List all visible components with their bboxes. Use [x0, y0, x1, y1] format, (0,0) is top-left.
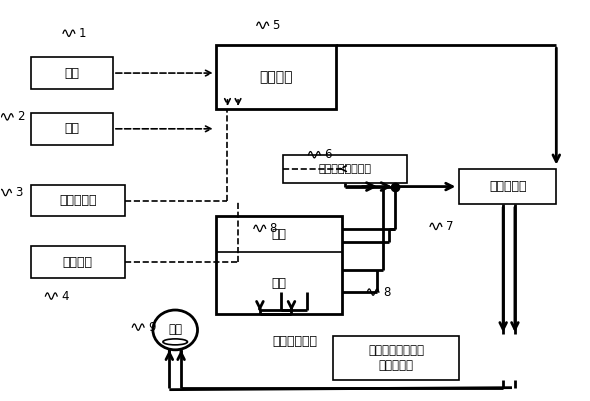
Text: 4: 4	[61, 290, 68, 303]
FancyBboxPatch shape	[216, 217, 342, 314]
Text: 8: 8	[383, 286, 391, 299]
FancyBboxPatch shape	[31, 113, 113, 145]
Text: 1: 1	[78, 27, 86, 40]
FancyBboxPatch shape	[31, 184, 124, 217]
Text: 5: 5	[273, 19, 280, 32]
Text: 转速: 转速	[64, 122, 80, 135]
Text: 6: 6	[324, 148, 332, 161]
Text: 车速: 车速	[64, 67, 80, 79]
Ellipse shape	[163, 339, 188, 345]
Text: 冷却水小循环: 冷却水小循环	[273, 335, 317, 348]
FancyBboxPatch shape	[216, 45, 336, 109]
Text: 冷却水温度传感器: 冷却水温度传感器	[319, 164, 372, 174]
Text: 2: 2	[17, 110, 25, 124]
Text: 水泵: 水泵	[168, 324, 182, 336]
FancyBboxPatch shape	[31, 57, 113, 89]
Text: 3: 3	[15, 186, 22, 199]
Text: 8: 8	[270, 222, 277, 235]
Ellipse shape	[153, 310, 198, 350]
FancyBboxPatch shape	[31, 246, 124, 278]
FancyBboxPatch shape	[333, 336, 460, 380]
Text: 电子节温器: 电子节温器	[489, 180, 527, 193]
FancyBboxPatch shape	[460, 169, 556, 205]
Text: 缸体: 缸体	[271, 277, 286, 290]
Text: 7: 7	[445, 220, 453, 233]
Text: 进气温度: 进气温度	[63, 256, 93, 269]
FancyBboxPatch shape	[283, 155, 407, 182]
Text: 9: 9	[148, 321, 156, 334]
Text: 发动机负荷: 发动机负荷	[59, 194, 97, 207]
Text: 控制单元: 控制单元	[259, 70, 293, 84]
Text: 旁路（暖通、电子
节气门等）: 旁路（暖通、电子 节气门等）	[368, 344, 424, 372]
Text: 缸盖: 缸盖	[271, 228, 286, 241]
